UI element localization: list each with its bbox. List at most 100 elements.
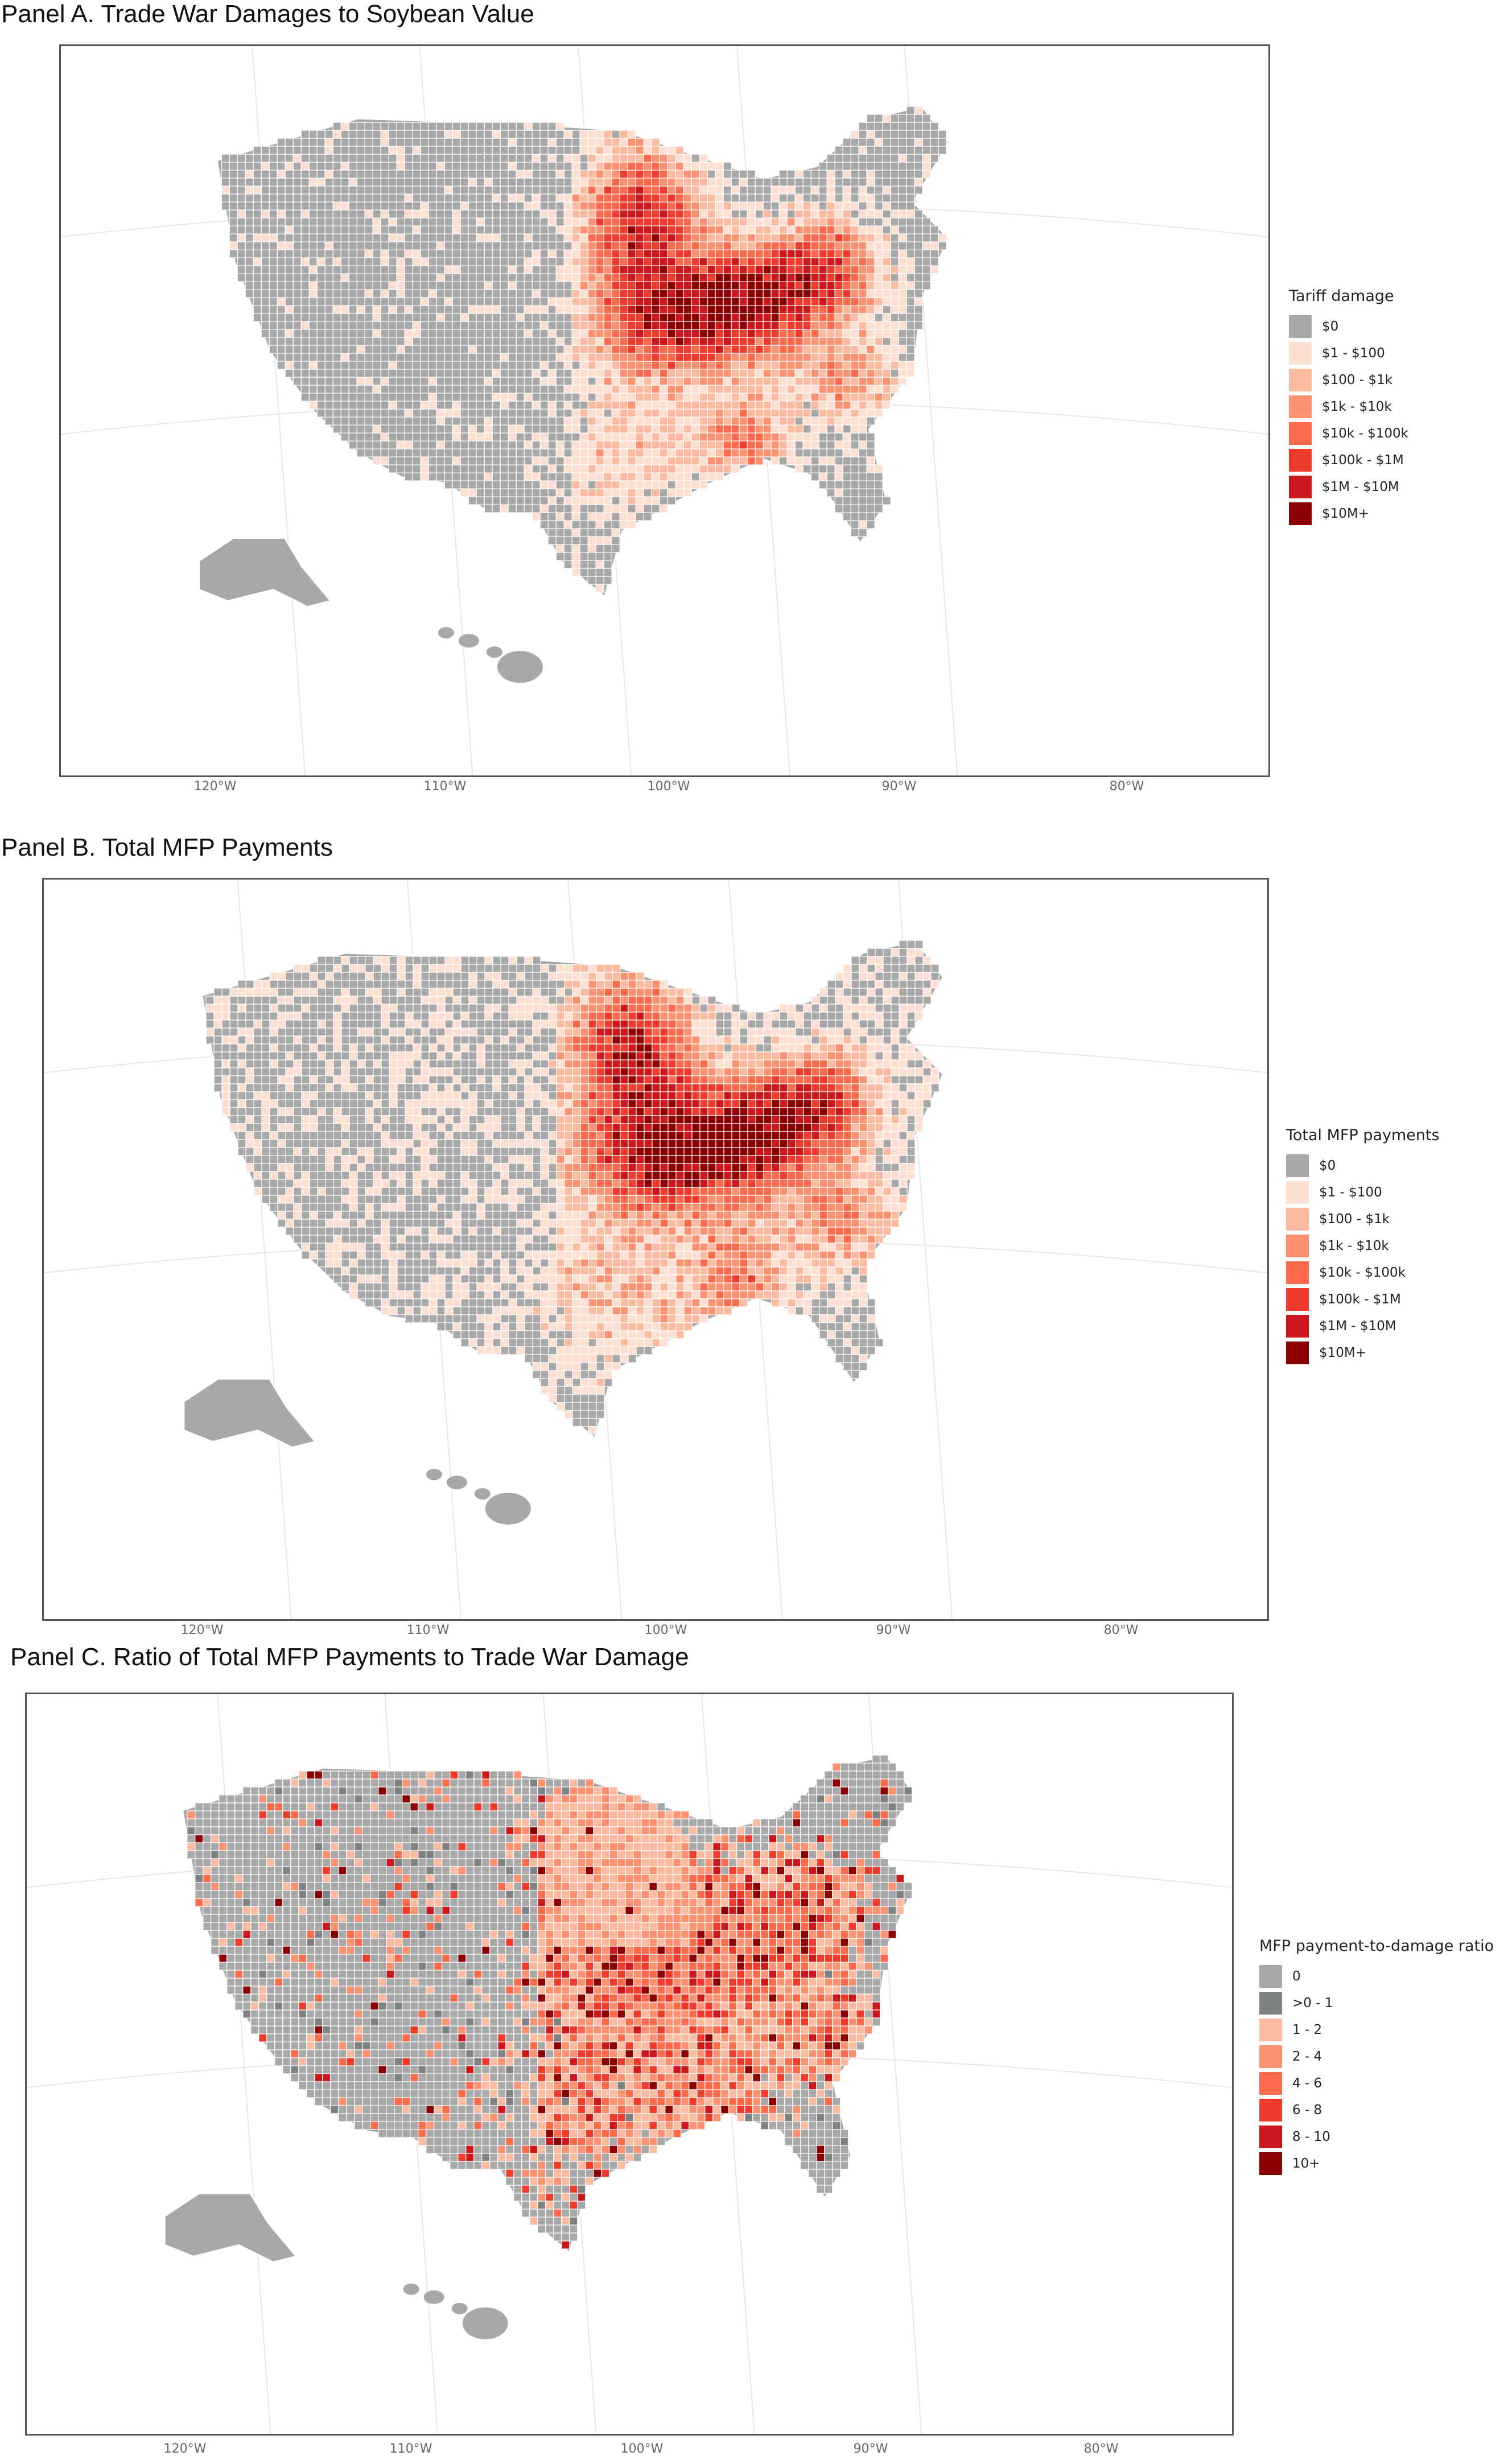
county-cell [858, 408, 867, 418]
county-cell [723, 329, 732, 338]
county-cell [237, 201, 246, 211]
county-cell [364, 401, 373, 410]
county-cell [341, 956, 350, 965]
county-cell [628, 1020, 637, 1029]
county-cell [452, 178, 461, 187]
county-cell [388, 233, 397, 242]
county-cell [500, 964, 509, 973]
county-cell [492, 289, 501, 298]
county-cell [770, 313, 780, 322]
county-cell [834, 313, 843, 322]
county-cell [308, 281, 318, 290]
county-cell [548, 1043, 557, 1053]
county-cell [365, 1075, 374, 1084]
county-cell [285, 265, 294, 274]
county-cell [635, 289, 644, 298]
county-cell [842, 416, 851, 426]
county-cell [508, 456, 517, 465]
county-cell [237, 162, 246, 171]
county-cell [333, 1012, 342, 1021]
county-cell [412, 122, 421, 131]
county-cell [468, 377, 477, 386]
county-cell [405, 964, 414, 973]
county-cell [492, 980, 501, 989]
county-cell [420, 440, 429, 449]
county-cell [500, 972, 509, 981]
county-cell [770, 289, 780, 298]
county-cell [373, 956, 382, 965]
county-cell [412, 369, 421, 378]
county-cell [539, 321, 549, 330]
county-cell [508, 956, 517, 965]
county-cell [571, 170, 580, 179]
county-cell [906, 297, 915, 306]
county-cell [611, 536, 620, 545]
county-cell [332, 321, 341, 330]
county-cell [579, 162, 588, 171]
county-cell [500, 313, 509, 322]
county-cell [508, 424, 517, 434]
county-cell [723, 1027, 732, 1037]
county-cell [794, 369, 803, 378]
county-cell [603, 225, 612, 234]
county-cell [452, 122, 461, 131]
county-cell [492, 122, 501, 131]
county-cell [786, 313, 796, 322]
county-cell [786, 401, 796, 410]
legend-swatch [1289, 475, 1312, 498]
county-cell [914, 948, 924, 957]
county-cell [333, 1004, 342, 1013]
county-cell [667, 146, 676, 155]
county-cell [357, 1067, 366, 1076]
county-cell [324, 345, 333, 354]
county-cell [412, 353, 421, 362]
county-cell [555, 424, 564, 434]
county-cell [707, 369, 716, 378]
county-cell [468, 178, 477, 187]
county-cell [778, 209, 788, 218]
county-cell [652, 1059, 661, 1068]
county-cell [348, 273, 357, 282]
county-cell [531, 329, 541, 338]
county-cell [603, 432, 612, 441]
county-cell [524, 337, 533, 346]
county-cell [365, 980, 374, 989]
county-cell [412, 385, 421, 394]
county-cell [316, 401, 325, 410]
county-cell [779, 1059, 788, 1068]
county-cell [332, 138, 341, 147]
county-cell [563, 528, 572, 537]
county-cell [866, 440, 875, 449]
county-cell [301, 1051, 310, 1060]
county-cell [747, 305, 756, 314]
county-cell [539, 393, 549, 402]
county-cell [842, 496, 851, 505]
legend-item: $0 [1289, 313, 1408, 340]
county-cell [739, 233, 748, 242]
county-cell [421, 964, 430, 973]
county-cell [316, 185, 325, 195]
county-cell [683, 313, 692, 322]
county-cell [763, 1020, 772, 1029]
county-cell [397, 1004, 406, 1013]
county-cell [531, 170, 541, 179]
county-cell [332, 193, 341, 203]
county-cell [866, 448, 875, 457]
county-cell [747, 233, 756, 242]
county-cell [532, 1075, 541, 1084]
county-cell [412, 416, 421, 426]
county-cell [468, 488, 477, 497]
county-cell [444, 281, 453, 290]
county-cell [372, 440, 381, 449]
county-cell [420, 265, 429, 274]
county-cell [675, 988, 685, 997]
county-cell [858, 456, 867, 465]
county-cell [883, 1004, 892, 1013]
county-cell [587, 138, 596, 147]
county-cell [413, 1067, 422, 1076]
county-cell [818, 408, 827, 418]
county-cell [914, 122, 923, 131]
county-cell [356, 225, 365, 234]
county-cell [300, 185, 310, 195]
county-cell [883, 1051, 892, 1060]
